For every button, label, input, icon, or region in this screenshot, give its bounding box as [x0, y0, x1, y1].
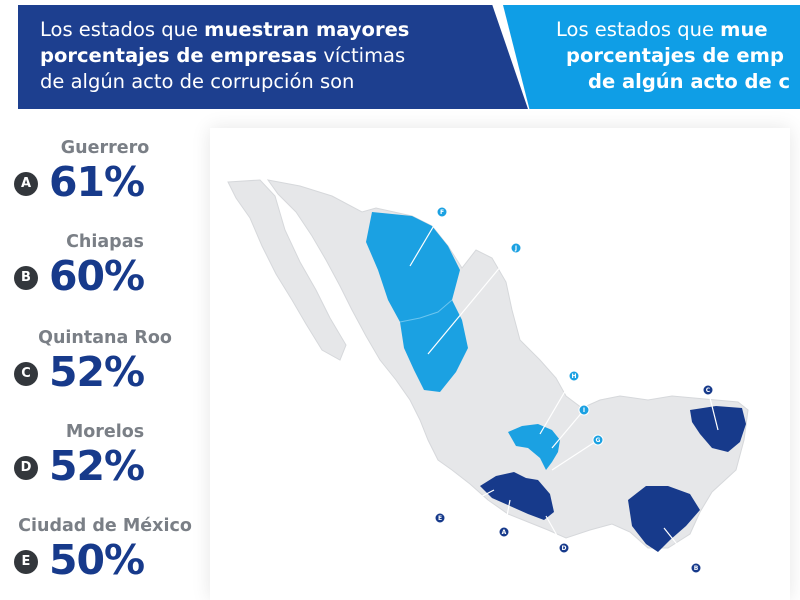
header-right-panel — [503, 5, 800, 109]
header-left-line3: de algún acto de corrupción son — [40, 70, 355, 93]
letter-badge: A — [14, 172, 38, 196]
pin-label: D — [562, 545, 567, 552]
pin-marker-icon — [690, 562, 702, 574]
pin-marker-icon — [578, 404, 590, 416]
pin-b: B — [690, 562, 702, 574]
pin-label: I — [583, 407, 585, 414]
pin-marker-icon — [510, 242, 522, 254]
pin-e: E — [434, 512, 446, 524]
header-left-panel — [18, 5, 528, 109]
pin-i: I — [578, 404, 590, 416]
pin-label: E — [438, 515, 442, 522]
state-name: Quintana Roo — [38, 328, 172, 348]
chiapas-state-shape — [628, 486, 700, 552]
pin-j: J — [510, 242, 522, 254]
map-panel: F J H I G C E A — [210, 128, 790, 600]
pin-f: F — [436, 206, 448, 218]
pin-marker-icon — [702, 384, 714, 396]
mexico-map: F J H I G C E A — [227, 179, 749, 574]
pin-marker-icon — [592, 434, 604, 446]
pin-g: G — [592, 434, 604, 446]
pin-a: A — [498, 526, 510, 538]
header-banner: Los estados que muestran mayores porcent… — [0, 0, 800, 112]
pin-marker-icon — [434, 512, 446, 524]
pin-label: B — [694, 565, 699, 572]
state-name: Morelos — [65, 422, 145, 442]
percent-value: 52% — [49, 348, 145, 396]
baja-california-shape — [227, 179, 347, 361]
percent-value: 50% — [49, 536, 145, 584]
state-name: Ciudad de México — [18, 516, 192, 536]
pin-c: C — [702, 384, 714, 396]
central-light-states-shape — [508, 424, 560, 470]
state-name: Chiapas — [66, 232, 144, 252]
letter-badge: C — [14, 362, 38, 386]
chihuahua-state-shape — [366, 212, 460, 322]
letter-badge: E — [14, 550, 38, 574]
letter-badge: D — [14, 456, 38, 480]
percent-value: 61% — [49, 158, 145, 206]
pin-marker-icon — [498, 526, 510, 538]
pin-label: A — [502, 529, 507, 536]
percent-value: 60% — [49, 252, 145, 300]
header-left-line1: Los estados que muestran mayores — [40, 18, 410, 41]
letter-badge: B — [14, 266, 38, 290]
state-name: Guerrero — [60, 138, 150, 158]
pin-marker-icon — [568, 370, 580, 382]
pin-label: H — [571, 373, 576, 380]
pin-d: D — [558, 542, 570, 554]
pin-label: F — [440, 209, 444, 216]
pin-marker-icon — [558, 542, 570, 554]
header-right-line1: Los estados que mue — [556, 18, 768, 41]
guerrero-state-shape — [480, 472, 554, 520]
percent-value: 52% — [49, 442, 145, 490]
header-right-line2: porcentajes de emp — [566, 44, 784, 67]
pin-label: C — [706, 387, 711, 394]
leader-lines — [409, 211, 719, 569]
state-border-line — [399, 299, 453, 323]
header-left-line2: porcentajes de empresas víctimas — [40, 44, 406, 67]
pin-label: G — [596, 437, 601, 444]
ranking-list: Guerrero A 61% Chiapas B 60% Quintana Ro… — [0, 130, 210, 600]
pin-marker-icon — [436, 206, 448, 218]
pin-h: H — [568, 370, 580, 382]
pin-label: J — [514, 245, 517, 252]
header-right-line3: de algún acto de c — [588, 70, 791, 93]
